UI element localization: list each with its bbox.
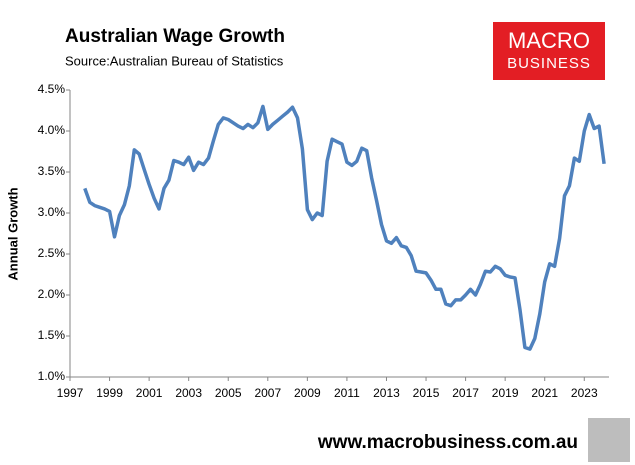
x-tick-label: 2023 bbox=[571, 386, 598, 400]
wolf-icon bbox=[588, 418, 630, 462]
x-tick-label: 1999 bbox=[96, 386, 123, 400]
x-tick-label: 2005 bbox=[215, 386, 242, 400]
data-line bbox=[83, 104, 606, 351]
y-tick-label: 3.0% bbox=[38, 205, 66, 219]
y-axis-label: Annual Growth bbox=[5, 187, 20, 280]
logo-text: BUSINESS bbox=[507, 55, 591, 72]
y-tick-label: 1.0% bbox=[38, 369, 66, 383]
x-tick-label: 2021 bbox=[531, 386, 558, 400]
y-tick-label: 3.5% bbox=[38, 164, 66, 178]
x-tick-label: 2007 bbox=[254, 386, 281, 400]
footer-url: www.macrobusiness.com.au bbox=[317, 432, 578, 453]
x-tick-label: 1997 bbox=[57, 386, 84, 400]
y-tick-label: 4.0% bbox=[38, 123, 66, 137]
x-tick-label: 2003 bbox=[175, 386, 202, 400]
x-tick-label: 2001 bbox=[136, 386, 163, 400]
logo-text: MACRO bbox=[508, 28, 590, 53]
x-tick-label: 2019 bbox=[492, 386, 519, 400]
x-tick-label: 2009 bbox=[294, 386, 321, 400]
logo-box bbox=[493, 22, 605, 80]
x-tick-label: 2013 bbox=[373, 386, 400, 400]
x-tick-label: 2015 bbox=[413, 386, 440, 400]
y-tick-label: 2.0% bbox=[38, 287, 66, 301]
chart-subtitle: Source:Australian Bureau of Statistics bbox=[65, 53, 284, 68]
y-tick-label: 2.5% bbox=[38, 246, 66, 260]
chart-title: Australian Wage Growth bbox=[65, 26, 285, 47]
y-tick-label: 1.5% bbox=[38, 328, 66, 342]
y-tick-label: 4.5% bbox=[38, 82, 66, 96]
x-tick-label: 2017 bbox=[452, 386, 479, 400]
x-tick-label: 2011 bbox=[334, 386, 360, 400]
